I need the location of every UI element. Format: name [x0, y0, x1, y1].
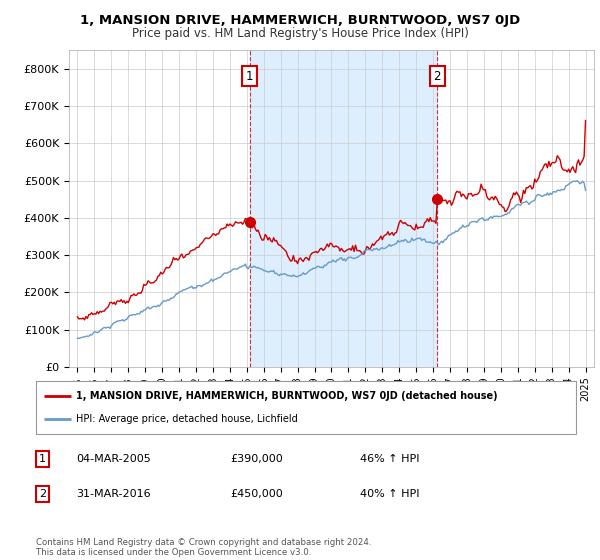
Text: £450,000: £450,000 — [230, 489, 283, 498]
Text: 40% ↑ HPI: 40% ↑ HPI — [360, 489, 419, 498]
Text: Contains HM Land Registry data © Crown copyright and database right 2024.
This d: Contains HM Land Registry data © Crown c… — [36, 538, 371, 557]
Text: 31-MAR-2016: 31-MAR-2016 — [77, 489, 151, 498]
Text: 1: 1 — [39, 454, 46, 464]
Text: 1, MANSION DRIVE, HAMMERWICH, BURNTWOOD, WS7 0JD (detached house): 1, MANSION DRIVE, HAMMERWICH, BURNTWOOD,… — [77, 391, 498, 401]
Bar — [250, 50, 437, 367]
FancyBboxPatch shape — [36, 381, 576, 434]
Text: 2: 2 — [39, 489, 46, 498]
Text: 2: 2 — [434, 70, 441, 83]
Text: 1, MANSION DRIVE, HAMMERWICH, BURNTWOOD, WS7 0JD: 1, MANSION DRIVE, HAMMERWICH, BURNTWOOD,… — [80, 14, 520, 27]
Text: 46% ↑ HPI: 46% ↑ HPI — [360, 454, 419, 464]
Text: £390,000: £390,000 — [230, 454, 283, 464]
Text: HPI: Average price, detached house, Lichfield: HPI: Average price, detached house, Lich… — [77, 414, 298, 424]
Text: Price paid vs. HM Land Registry's House Price Index (HPI): Price paid vs. HM Land Registry's House … — [131, 27, 469, 40]
Text: 04-MAR-2005: 04-MAR-2005 — [77, 454, 151, 464]
Text: 1: 1 — [246, 70, 253, 83]
